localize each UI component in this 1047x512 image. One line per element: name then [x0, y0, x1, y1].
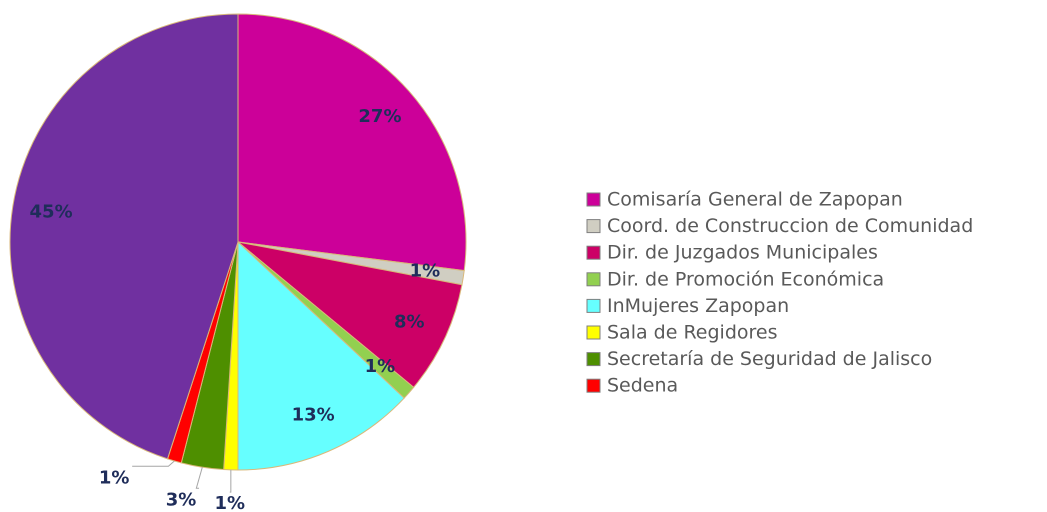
- data-label: 1%: [214, 493, 245, 512]
- legend-label: InMujeres Zapopan: [607, 295, 789, 317]
- legend-label: Coord. de Construccion de Comunidad: [607, 215, 973, 237]
- legend-label: Sala de Regidores: [607, 322, 778, 344]
- legend-swatch: [586, 325, 601, 340]
- leader-line: [132, 460, 175, 467]
- data-label: 13%: [292, 405, 335, 426]
- data-label: 3%: [166, 489, 197, 510]
- data-label: 1%: [365, 356, 396, 377]
- pie-slice: [237, 13, 467, 272]
- legend-label: Secretaría de Seguridad de Jalisco: [607, 348, 932, 370]
- legend-label: Dir. de Juzgados Municipales: [607, 242, 878, 264]
- legend-label: Dir. de Promoción Económica: [607, 268, 884, 290]
- legend-swatch: [586, 298, 601, 313]
- data-label: 1%: [99, 467, 130, 488]
- data-label: 27%: [358, 106, 401, 127]
- data-label: 1%: [410, 261, 441, 282]
- pie-slice: [9, 13, 239, 460]
- leader-line: [195, 467, 203, 489]
- pie-slice: [237, 240, 405, 471]
- legend-swatch: [586, 352, 601, 367]
- legend-label: Sedena: [607, 375, 678, 397]
- legend-swatch: [586, 272, 601, 287]
- legend-swatch: [586, 378, 601, 393]
- legend-swatch: [586, 219, 601, 234]
- leader-line: [229, 469, 232, 493]
- legend-swatch: [586, 192, 601, 207]
- legend-swatch: [586, 245, 601, 260]
- data-label: 45%: [30, 201, 73, 222]
- legend-label: Comisaría General de Zapopan: [607, 189, 903, 211]
- pie-slice: [237, 241, 463, 389]
- data-label: 8%: [394, 312, 425, 333]
